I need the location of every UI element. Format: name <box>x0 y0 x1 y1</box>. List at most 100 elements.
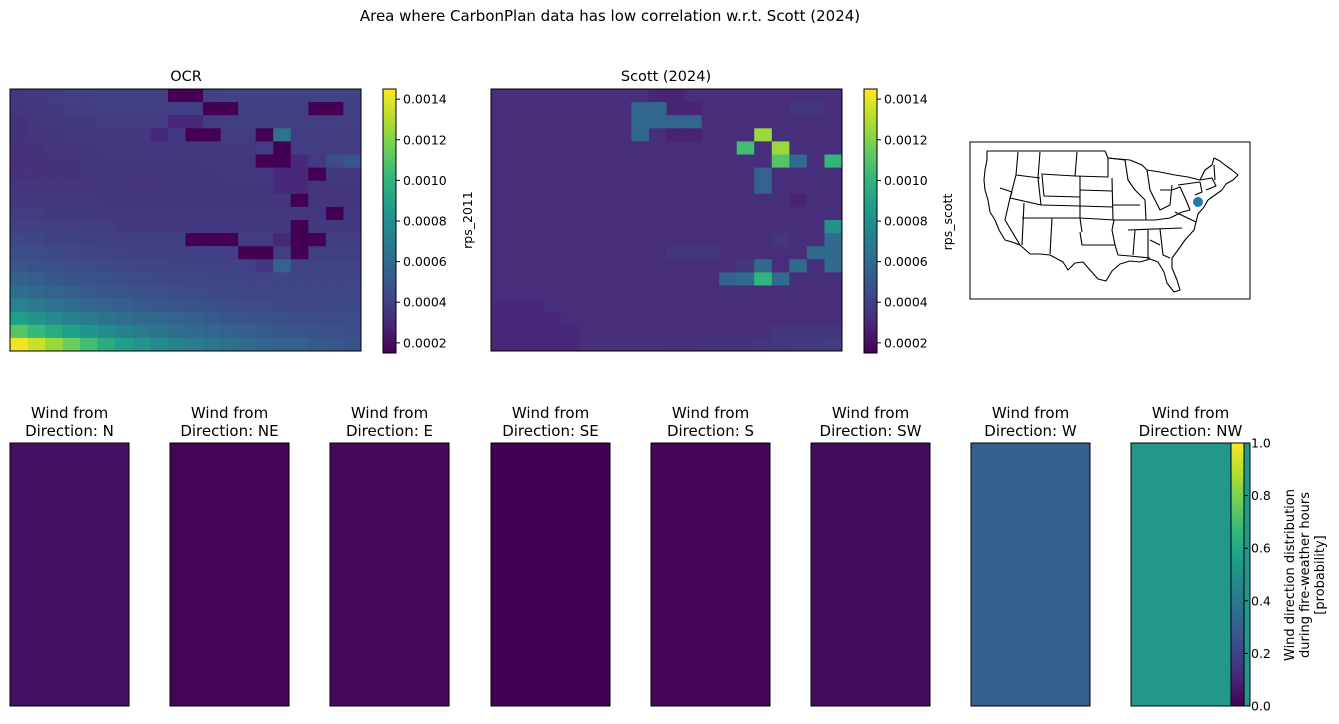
heatmap-cell <box>578 220 597 234</box>
heatmap-cell <box>97 154 116 168</box>
heatmap-cell <box>325 233 344 247</box>
heatmap-cell <box>290 89 309 103</box>
heatmap-cell <box>789 220 808 234</box>
heatmap-cell <box>62 141 81 155</box>
heatmap-cell <box>308 272 327 286</box>
heatmap-cell <box>666 220 685 234</box>
heatmap-cell <box>543 298 562 313</box>
heatmap-cell <box>185 115 204 129</box>
heatmap-cell <box>273 233 292 247</box>
colorbar-tick-label: 0.0006 <box>884 254 928 269</box>
heatmap-cell <box>80 206 99 221</box>
heatmap-cell <box>508 272 527 286</box>
heatmap-cell <box>631 206 650 221</box>
heatmap-cell <box>719 102 738 116</box>
heatmap-cell <box>167 311 186 326</box>
heatmap-cell <box>45 154 64 168</box>
heatmap-cell <box>578 115 597 129</box>
wind-probability-cell <box>169 442 290 707</box>
heatmap-cell <box>27 233 46 247</box>
heatmap-cell <box>701 154 720 168</box>
heatmap-cell <box>115 193 134 208</box>
heatmap-cell <box>115 233 134 247</box>
heatmap-cell <box>167 193 186 208</box>
heatmap-cell <box>631 193 650 208</box>
heatmap-cell <box>27 141 46 155</box>
heatmap-cell <box>701 233 720 247</box>
heatmap-cell <box>97 115 116 129</box>
heatmap-cell <box>185 233 204 247</box>
heatmap-cell <box>308 128 327 142</box>
heatmap-cell <box>62 220 81 234</box>
heatmap-cell <box>10 285 28 299</box>
heatmap-cell <box>789 259 808 273</box>
heatmap-cell <box>754 128 773 142</box>
heatmap-cell <box>325 180 344 195</box>
heatmap-cell <box>62 259 81 273</box>
heatmap-cell <box>150 220 169 234</box>
heatmap-cell <box>290 206 309 221</box>
heatmap-cell <box>238 206 257 221</box>
heatmap-cell <box>45 259 64 273</box>
heatmap-cell <box>97 324 116 339</box>
heatmap-cell <box>97 128 116 142</box>
heatmap-cell <box>561 180 580 195</box>
heatmap-cell <box>150 206 169 221</box>
heatmap-cell <box>308 115 327 129</box>
heatmap-cell <box>220 298 239 313</box>
heatmap-cell <box>203 102 221 116</box>
heatmap-cell <box>508 311 527 326</box>
heatmap-cell <box>27 220 46 234</box>
heatmap-cell <box>220 115 239 129</box>
heatmap-cell <box>596 89 615 103</box>
us-states-outline <box>983 150 1239 293</box>
heatmap-cell <box>45 311 64 326</box>
heatmap-cell <box>273 272 292 286</box>
scott-heatmap <box>491 89 843 352</box>
heatmap-cell <box>596 220 615 234</box>
heatmap-cell <box>97 167 116 182</box>
heatmap-cell <box>771 220 790 234</box>
heatmap-cell <box>701 141 720 155</box>
heatmap-cell <box>543 89 562 103</box>
heatmap-cell <box>719 298 738 313</box>
heatmap-cell <box>273 89 292 103</box>
heatmap-cell <box>491 193 509 208</box>
wind-panel-title: Wind from <box>512 404 589 422</box>
heatmap-cell <box>97 180 116 195</box>
heatmap-cell <box>648 298 667 313</box>
heatmap-cell <box>771 324 790 339</box>
heatmap-cell <box>325 324 344 339</box>
heatmap-cell <box>543 272 562 286</box>
heatmap-cell <box>343 128 362 142</box>
heatmap-cell <box>543 128 562 142</box>
heatmap-cell <box>62 180 81 195</box>
heatmap-cell <box>238 102 257 116</box>
heatmap-cell <box>613 154 632 168</box>
heatmap-cell <box>631 285 650 299</box>
heatmap-cell <box>132 233 151 247</box>
heatmap-cell <box>771 285 790 299</box>
wind-colorbar-label-line: during fire-weather hours <box>1298 492 1313 658</box>
heatmap-cell <box>491 233 509 247</box>
heatmap-cell <box>543 115 562 129</box>
heatmap-cell <box>132 324 151 339</box>
heatmap-cell <box>203 89 221 103</box>
heatmap-cell <box>273 259 292 273</box>
heatmap-cell <box>97 206 116 221</box>
heatmap-cell <box>754 311 773 326</box>
heatmap-cell <box>132 167 151 182</box>
heatmap-cell <box>648 167 667 182</box>
heatmap-cell <box>684 246 702 260</box>
heatmap-cell <box>273 206 292 221</box>
heatmap-cell <box>613 167 632 182</box>
heatmap-cell <box>290 141 309 155</box>
figure-suptitle: Area where CarbonPlan data has low corre… <box>360 7 860 25</box>
heatmap-cell <box>631 311 650 326</box>
heatmap-cell <box>719 246 738 260</box>
heatmap-cell <box>719 89 738 103</box>
heatmap-cell <box>526 259 545 273</box>
heatmap-cell <box>203 115 221 129</box>
colorbar-tick-label: 0.0012 <box>403 132 447 147</box>
